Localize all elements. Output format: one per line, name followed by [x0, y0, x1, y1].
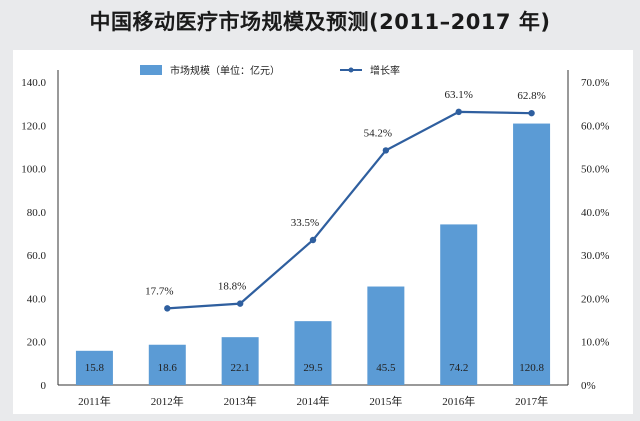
x-tick-label: 2017年: [515, 394, 548, 408]
x-tick-label: 2013年: [224, 394, 257, 408]
right-tick-label: 0%: [581, 380, 596, 392]
growth-line: [167, 110, 532, 310]
legend-line-label: 增长率: [370, 64, 400, 77]
legend-line-marker: [348, 67, 354, 73]
bar-data-label: 15.8: [85, 362, 105, 374]
bar-data-label: 29.5: [303, 362, 323, 374]
bar-data-label: 120.8: [519, 362, 544, 374]
x-tick-label: 2012年: [151, 394, 184, 408]
left-tick-label: 100.0: [21, 164, 46, 176]
line-data-label: 62.8%: [517, 90, 545, 102]
line-data-label: 33.5%: [291, 217, 319, 229]
right-tick-label: 10.0%: [581, 337, 609, 349]
left-tick-label: 20.0: [27, 337, 47, 349]
bar-data-label: 45.5: [376, 362, 396, 374]
line-data-label: 17.7%: [145, 285, 173, 297]
line-point: [382, 147, 390, 154]
bar: [221, 337, 259, 385]
legend: 市场规模（单位：亿元） 增长率: [140, 64, 400, 77]
left-tick-label: 120.0: [21, 120, 46, 132]
x-tick-label: 2014年: [297, 394, 330, 408]
bar: [513, 123, 551, 385]
right-tick-label: 60.0%: [581, 120, 609, 132]
left-tick-label: 40.0: [27, 293, 47, 305]
right-tick-label: 50.0%: [581, 164, 609, 176]
x-tick-label: 2015年: [369, 394, 402, 408]
bar: [294, 321, 332, 385]
bar: [75, 350, 113, 385]
right-tick-label: 40.0%: [581, 207, 609, 219]
line-point: [528, 109, 535, 117]
bar: [367, 286, 405, 385]
left-tick-label: 0: [41, 380, 47, 392]
legend-bar-label: 市场规模（单位：亿元）: [170, 64, 280, 77]
line-data-label: 63.1%: [445, 89, 473, 101]
right-tick-label: 20.0%: [581, 293, 609, 305]
right-tick-label: 70.0%: [581, 77, 609, 89]
left-tick-label: 140.0: [21, 77, 46, 89]
bar-data-label: 22.1: [231, 362, 250, 374]
bar-data-label: 74.2: [449, 362, 468, 374]
bar: [440, 224, 478, 385]
line-data-label: 18.8%: [218, 281, 246, 293]
line-data-label: 54.2%: [364, 127, 392, 139]
right-tick-label: 30.0%: [581, 250, 609, 262]
bar-data-label: 18.6: [158, 362, 178, 374]
x-tick-label: 2016年: [442, 394, 475, 408]
line-point: [236, 300, 244, 307]
bar: [148, 344, 186, 385]
line-point: [455, 108, 462, 116]
line-point: [164, 305, 171, 312]
x-tick-label: 2011年: [78, 394, 111, 408]
left-tick-label: 80.0: [27, 207, 47, 219]
legend-bar-swatch: [140, 65, 162, 75]
chart-title: 中国移动医疗市场规模及预测(2011–2017 年): [89, 10, 551, 34]
left-tick-label: 60.0: [27, 250, 47, 262]
line-point: [309, 236, 317, 244]
